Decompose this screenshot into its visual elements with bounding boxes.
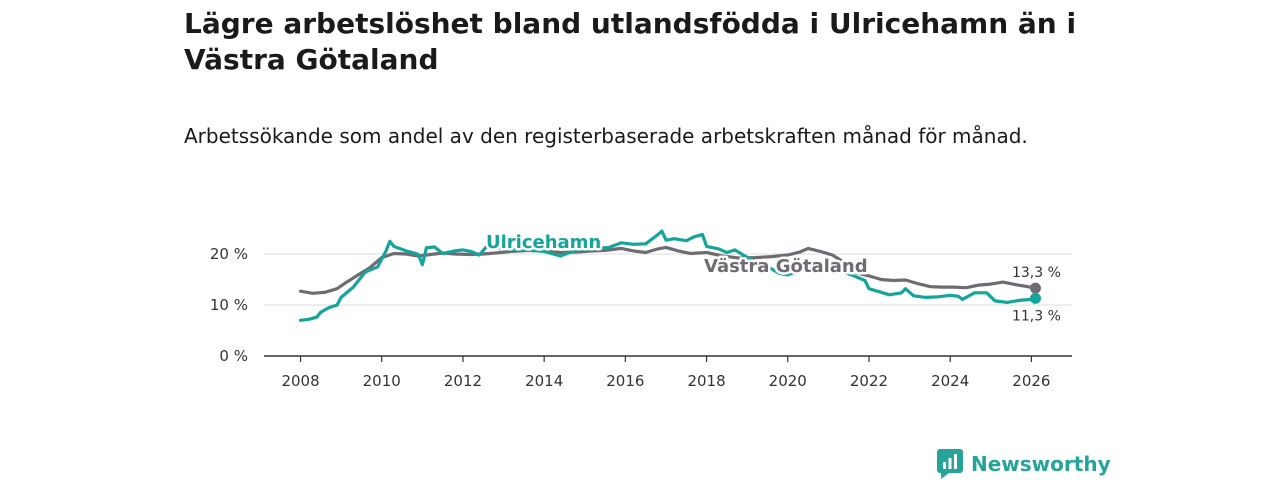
y-tick-label: 0 % (219, 347, 248, 365)
series-label-vastra-gotaland: Västra Götaland (704, 256, 868, 277)
newsworthy-logo-icon (937, 449, 963, 479)
y-tick-label: 10 % (210, 296, 248, 314)
gridlines (264, 253, 1072, 306)
brand-logo: Newsworthy (937, 448, 1111, 480)
end-value-label: 13,3 % (1012, 265, 1061, 281)
chart-subtitle: Arbetssökande som andel av den registerb… (184, 124, 1028, 148)
x-tick-label: 2018 (687, 372, 725, 390)
series-line-ulricehamn (298, 229, 1038, 322)
x-tick-label: 2016 (606, 372, 644, 390)
chart-title: Lägre arbetslöshet bland utlandsfödda i … (184, 7, 1077, 76)
series-line-vastra-gotaland (298, 245, 1038, 295)
end-point-vastra-gotaland (1029, 282, 1041, 294)
x-tick-label: 2020 (769, 372, 807, 390)
end-point-ulricehamn (1029, 292, 1041, 304)
x-tick-label: 2008 (281, 372, 319, 390)
y-axis: 0 % 10 % 20 % (210, 245, 248, 365)
y-tick-label: 20 % (210, 245, 248, 263)
x-tick-label: 2014 (525, 372, 563, 390)
x-tick-label: 2022 (850, 372, 888, 390)
x-tick-label: 2026 (1012, 372, 1050, 390)
series-label-ulricehamn: Ulricehamn (486, 232, 601, 253)
x-tick-label: 2012 (444, 372, 482, 390)
x-tick-label: 2010 (363, 372, 401, 390)
series-lines (298, 229, 1041, 322)
x-tick-label: 2024 (931, 372, 969, 390)
end-value-label: 11,3 % (1012, 308, 1061, 324)
series-labels: 13,3 % 11,3 % Ulricehamn Västra Götaland (484, 230, 1061, 325)
x-axis: 2008 2010 2012 2014 2016 2018 2020 2022 2024 2026 (264, 355, 1072, 390)
brand-name: Newsworthy (971, 452, 1111, 476)
